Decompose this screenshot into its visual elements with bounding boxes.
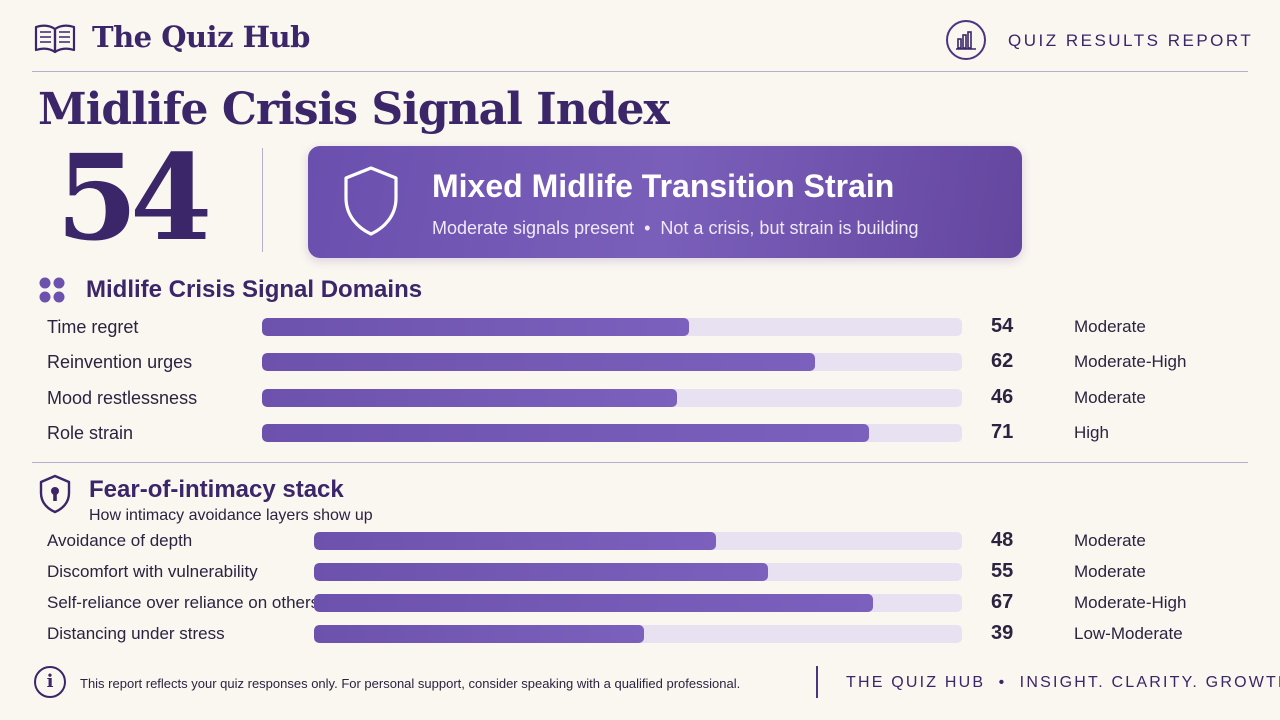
metric-bar-track xyxy=(314,563,962,581)
metric-level: Low-Moderate xyxy=(1074,624,1183,643)
metric-level: Moderate xyxy=(1074,387,1146,407)
metric-level: Moderate xyxy=(1074,562,1146,581)
metric-bar-track xyxy=(262,423,962,442)
metric-bar-track xyxy=(314,532,962,550)
metric-bar-track xyxy=(262,318,962,336)
metric-label: Discomfort with vulnerability xyxy=(47,562,258,581)
domains-section-title: Midlife Crisis Signal Domains xyxy=(86,276,423,303)
shield-keyhole-icon xyxy=(39,474,71,514)
metric-level: High xyxy=(1074,422,1109,442)
metric-bar-fill xyxy=(262,423,869,442)
metric-level: Moderate-High xyxy=(1074,352,1187,372)
footer-disclaimer: This report reflects your quiz responses… xyxy=(80,676,741,691)
result-card: Mixed Midlife Transition Strain Moderate… xyxy=(308,146,1022,258)
bar-chart-icon xyxy=(946,20,986,60)
score-divider xyxy=(262,148,263,252)
intimacy-section-subtitle: How intimacy avoidance layers show up xyxy=(89,507,373,524)
metric-label: Avoidance of depth xyxy=(47,531,193,550)
metric-bar-fill xyxy=(262,353,815,372)
metric-label: Mood restlessness xyxy=(47,387,198,408)
metric-label: Time regret xyxy=(47,317,139,337)
result-title: Mixed Midlife Transition Strain xyxy=(432,168,895,204)
info-icon: i xyxy=(34,666,66,698)
metric-bar-track xyxy=(262,388,962,407)
metric-bar-fill xyxy=(262,318,689,336)
overall-score: 54 xyxy=(56,128,212,267)
metric-score: 62 xyxy=(991,350,1014,373)
metric-score: 54 xyxy=(991,315,1014,337)
metric-bar-track xyxy=(314,625,962,643)
metric-score: 46 xyxy=(991,385,1014,408)
result-subtitle: Moderate signals present • Not a crisis,… xyxy=(432,218,919,238)
metric-score: 67 xyxy=(991,591,1014,613)
metric-score: 48 xyxy=(991,529,1014,551)
metric-level: Moderate-High xyxy=(1074,593,1187,612)
page-title: Midlife Crisis Signal Index xyxy=(38,84,670,135)
metric-bar-fill xyxy=(314,532,716,550)
metric-score: 39 xyxy=(991,622,1014,644)
footer-tagline: THE QUIZ HUB • INSIGHT. CLARITY. GROWTH. xyxy=(846,674,1280,691)
open-book-icon xyxy=(34,24,76,54)
brand-name: The Quiz Hub xyxy=(92,20,310,54)
metric-label: Reinvention urges xyxy=(47,352,193,373)
metric-score: 71 xyxy=(991,420,1014,443)
intimacy-section-title: Fear-of-intimacy stack xyxy=(89,476,344,503)
footer-divider xyxy=(816,666,818,698)
metric-bar-fill xyxy=(314,594,874,612)
metric-score: 55 xyxy=(991,560,1014,582)
metric-label: Self-reliance over reliance on others xyxy=(47,593,320,612)
header-divider xyxy=(32,71,1248,72)
metric-label: Distancing under stress xyxy=(47,624,225,643)
section-divider xyxy=(32,462,1248,463)
metric-bar-track xyxy=(262,353,962,372)
metric-bar-fill xyxy=(314,625,644,643)
metric-bar-track xyxy=(314,594,962,612)
shield-icon xyxy=(344,166,398,236)
report-label: QUIZ RESULTS REPORT xyxy=(1008,31,1254,50)
metric-level: Moderate xyxy=(1074,531,1146,550)
metric-level: Moderate xyxy=(1074,317,1146,336)
metric-label: Role strain xyxy=(47,422,134,443)
four-dots-icon xyxy=(39,277,65,303)
metric-bar-fill xyxy=(314,563,769,581)
metric-bar-fill xyxy=(262,388,678,407)
